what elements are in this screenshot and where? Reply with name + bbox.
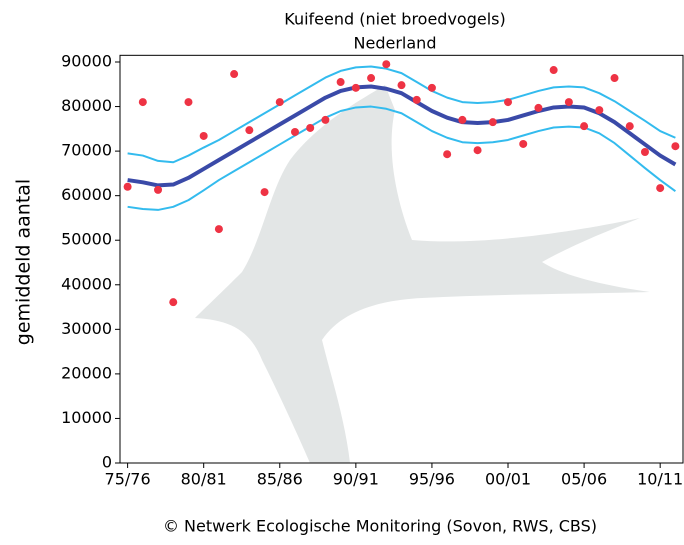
trend-line — [127, 65, 676, 164]
data-point — [138, 98, 147, 107]
data-point — [123, 182, 132, 191]
data-point — [595, 106, 604, 115]
data-point — [306, 123, 315, 132]
x-tick-label: 80/81 — [181, 470, 227, 489]
x-tick-label: 10/11 — [637, 470, 683, 489]
y-tick-label: 30000 — [61, 319, 112, 338]
data-point — [260, 188, 269, 197]
x-tick-label: 95/96 — [409, 470, 455, 489]
data-point — [367, 74, 376, 83]
y-tick-label: 90000 — [61, 52, 112, 71]
data-point — [154, 185, 163, 194]
x-tick-label: 00/01 — [485, 470, 531, 489]
data-point — [184, 98, 193, 107]
y-tick-label: 70000 — [61, 141, 112, 160]
data-point — [473, 146, 482, 155]
data-point — [245, 126, 254, 135]
x-tick-label: 90/91 — [333, 470, 379, 489]
plot-frame — [119, 54, 684, 464]
swallow-silhouette — [195, 85, 650, 463]
data-point — [580, 122, 589, 131]
data-point — [275, 98, 284, 107]
data-point — [397, 81, 406, 90]
chart-subtitle: Nederland — [354, 34, 437, 53]
data-point — [290, 127, 299, 136]
data-point — [199, 131, 208, 140]
data-point — [640, 148, 649, 157]
trend-line — [127, 105, 676, 211]
data-point — [564, 98, 573, 107]
data-point — [230, 70, 239, 79]
data-point — [443, 150, 452, 159]
data-point — [321, 115, 330, 124]
data-point — [458, 115, 467, 124]
y-tick-label: 10000 — [61, 408, 112, 427]
x-tick-label: 75/76 — [105, 470, 151, 489]
data-point — [610, 74, 619, 83]
data-point — [519, 139, 528, 148]
trend-line — [127, 84, 677, 188]
data-point — [534, 103, 543, 112]
data-point — [427, 83, 436, 92]
y-tick-label: 20000 — [61, 363, 112, 382]
data-point — [412, 95, 421, 104]
x-tick-label: 05/06 — [561, 470, 607, 489]
y-tick-label: 60000 — [61, 185, 112, 204]
y-tick-label: 40000 — [61, 274, 112, 293]
y-tick-label: 0 — [102, 453, 112, 472]
data-point — [549, 66, 558, 75]
y-tick-label: 50000 — [61, 230, 112, 249]
data-point — [656, 184, 665, 193]
data-point — [504, 98, 513, 107]
data-point — [488, 118, 497, 127]
y-tick-label: 80000 — [61, 96, 112, 115]
data-point — [671, 142, 680, 151]
data-point — [382, 60, 391, 69]
data-point — [625, 122, 634, 131]
data-point — [214, 225, 223, 234]
data-point — [169, 298, 178, 307]
y-axis-label: gemiddeld aantal — [13, 179, 35, 345]
chart-title: Kuifeend (niet broedvogels) — [284, 10, 505, 29]
data-point — [336, 78, 345, 87]
footer: © Netwerk Ecologische Monitoring (Sovon,… — [163, 517, 597, 536]
data-point — [351, 83, 360, 92]
x-tick-label: 85/86 — [257, 470, 303, 489]
